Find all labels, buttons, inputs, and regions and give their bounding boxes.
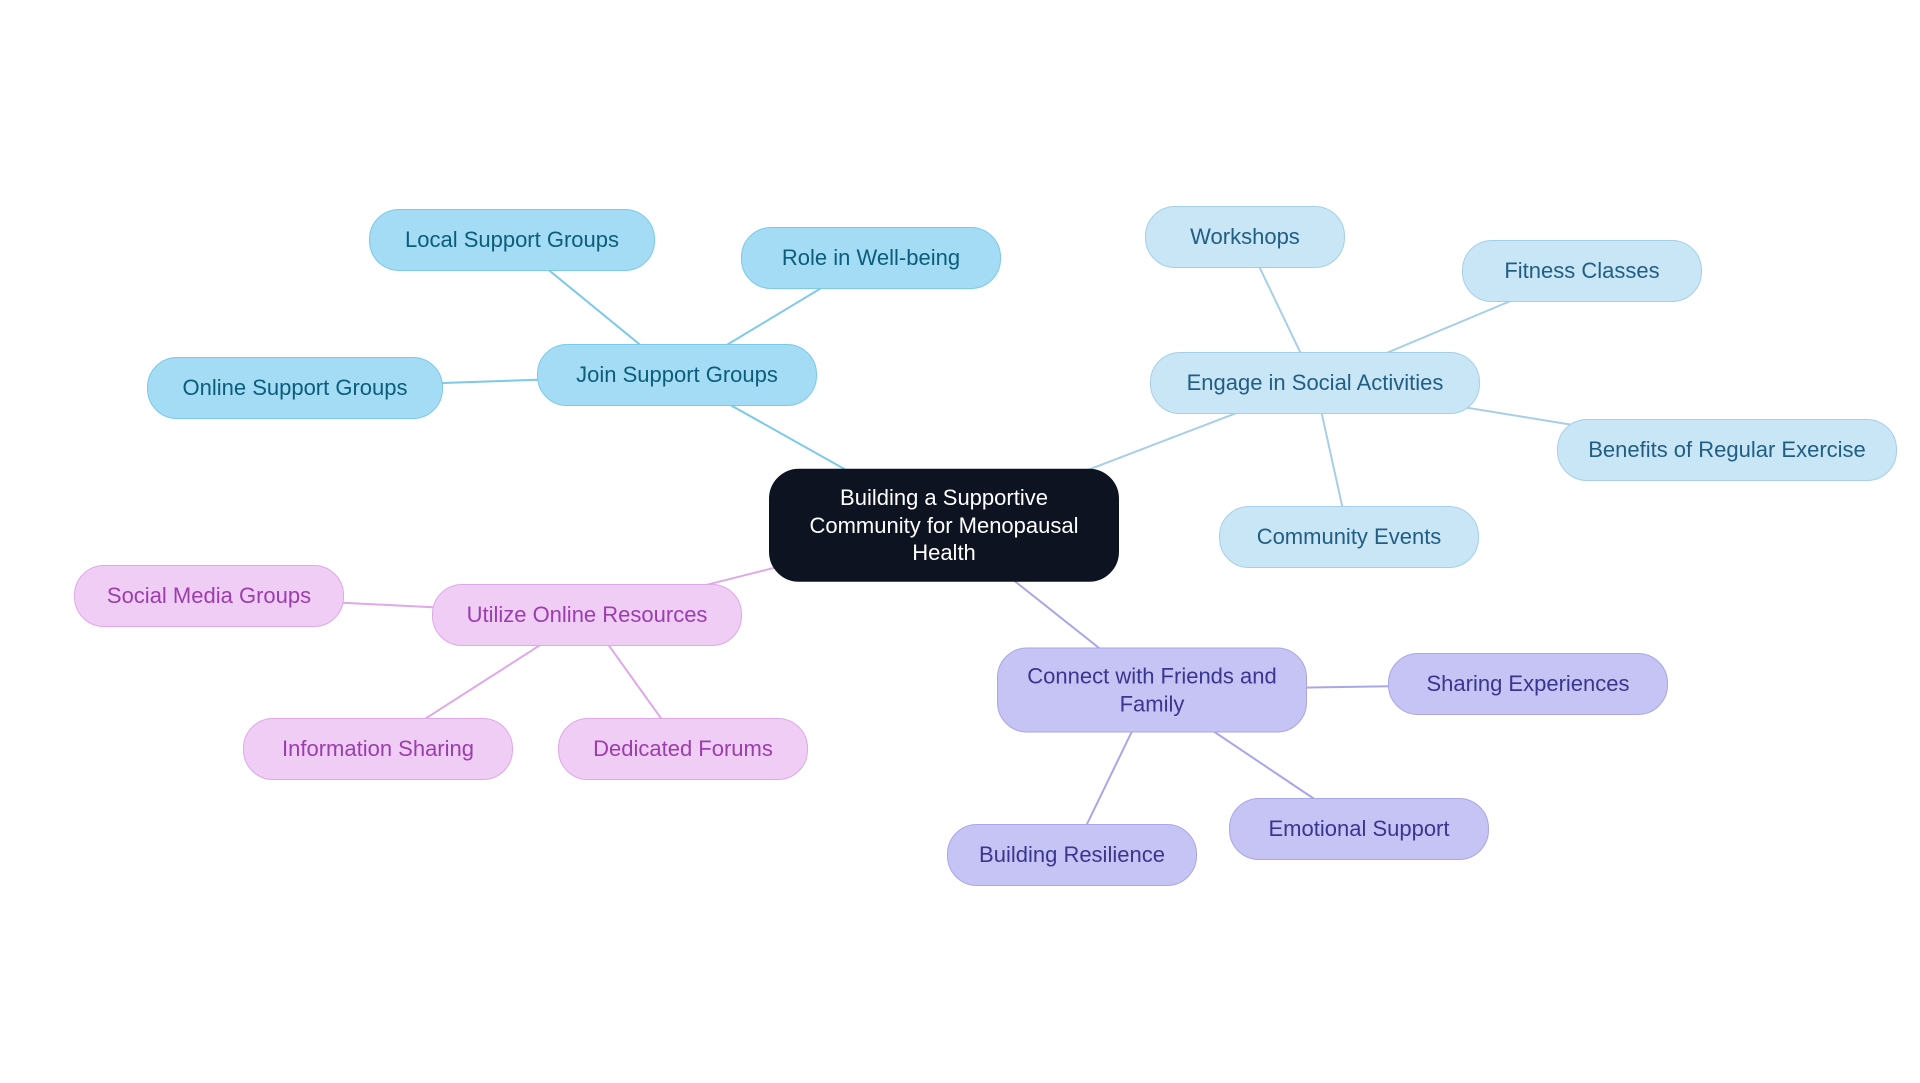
child-node-b4c1[interactable]: Sharing Experiences [1388,653,1668,715]
mindmap-canvas: Building a Supportive Community for Meno… [0,0,1920,1083]
child-node-b4c1-label: Sharing Experiences [1426,670,1629,698]
child-node-b1c3[interactable]: Online Support Groups [147,357,443,419]
branch-node-b4-label: Connect with Friends and Family [1024,663,1280,718]
child-node-b2c4-label: Community Events [1257,523,1442,551]
child-node-b4c3[interactable]: Building Resilience [947,824,1197,886]
branch-node-b2-label: Engage in Social Activities [1187,369,1444,397]
child-node-b4c3-label: Building Resilience [979,841,1165,869]
child-node-b2c4[interactable]: Community Events [1219,506,1479,568]
child-node-b2c3[interactable]: Benefits of Regular Exercise [1557,419,1897,481]
child-node-b2c2-label: Fitness Classes [1504,257,1659,285]
child-node-b3c1[interactable]: Social Media Groups [74,565,344,627]
central-node-label: Building a Supportive Community for Meno… [796,484,1092,567]
central-node[interactable]: Building a Supportive Community for Meno… [769,469,1119,582]
branch-node-b2[interactable]: Engage in Social Activities [1150,352,1480,414]
child-node-b2c3-label: Benefits of Regular Exercise [1588,436,1866,464]
child-node-b3c3[interactable]: Dedicated Forums [558,718,808,780]
child-node-b4c2-label: Emotional Support [1269,815,1450,843]
child-node-b2c1-label: Workshops [1190,223,1300,251]
child-node-b1c3-label: Online Support Groups [182,374,407,402]
child-node-b1c1[interactable]: Local Support Groups [369,209,655,271]
branch-node-b3[interactable]: Utilize Online Resources [432,584,742,646]
child-node-b1c2-label: Role in Well-being [782,244,960,272]
branch-node-b1[interactable]: Join Support Groups [537,344,817,406]
child-node-b3c2[interactable]: Information Sharing [243,718,513,780]
child-node-b1c1-label: Local Support Groups [405,226,619,254]
child-node-b3c3-label: Dedicated Forums [593,735,773,763]
child-node-b1c2[interactable]: Role in Well-being [741,227,1001,289]
branch-node-b4[interactable]: Connect with Friends and Family [997,648,1307,733]
child-node-b3c1-label: Social Media Groups [107,582,311,610]
child-node-b3c2-label: Information Sharing [282,735,474,763]
child-node-b2c2[interactable]: Fitness Classes [1462,240,1702,302]
branch-node-b1-label: Join Support Groups [576,361,778,389]
branch-node-b3-label: Utilize Online Resources [467,601,708,629]
child-node-b2c1[interactable]: Workshops [1145,206,1345,268]
child-node-b4c2[interactable]: Emotional Support [1229,798,1489,860]
